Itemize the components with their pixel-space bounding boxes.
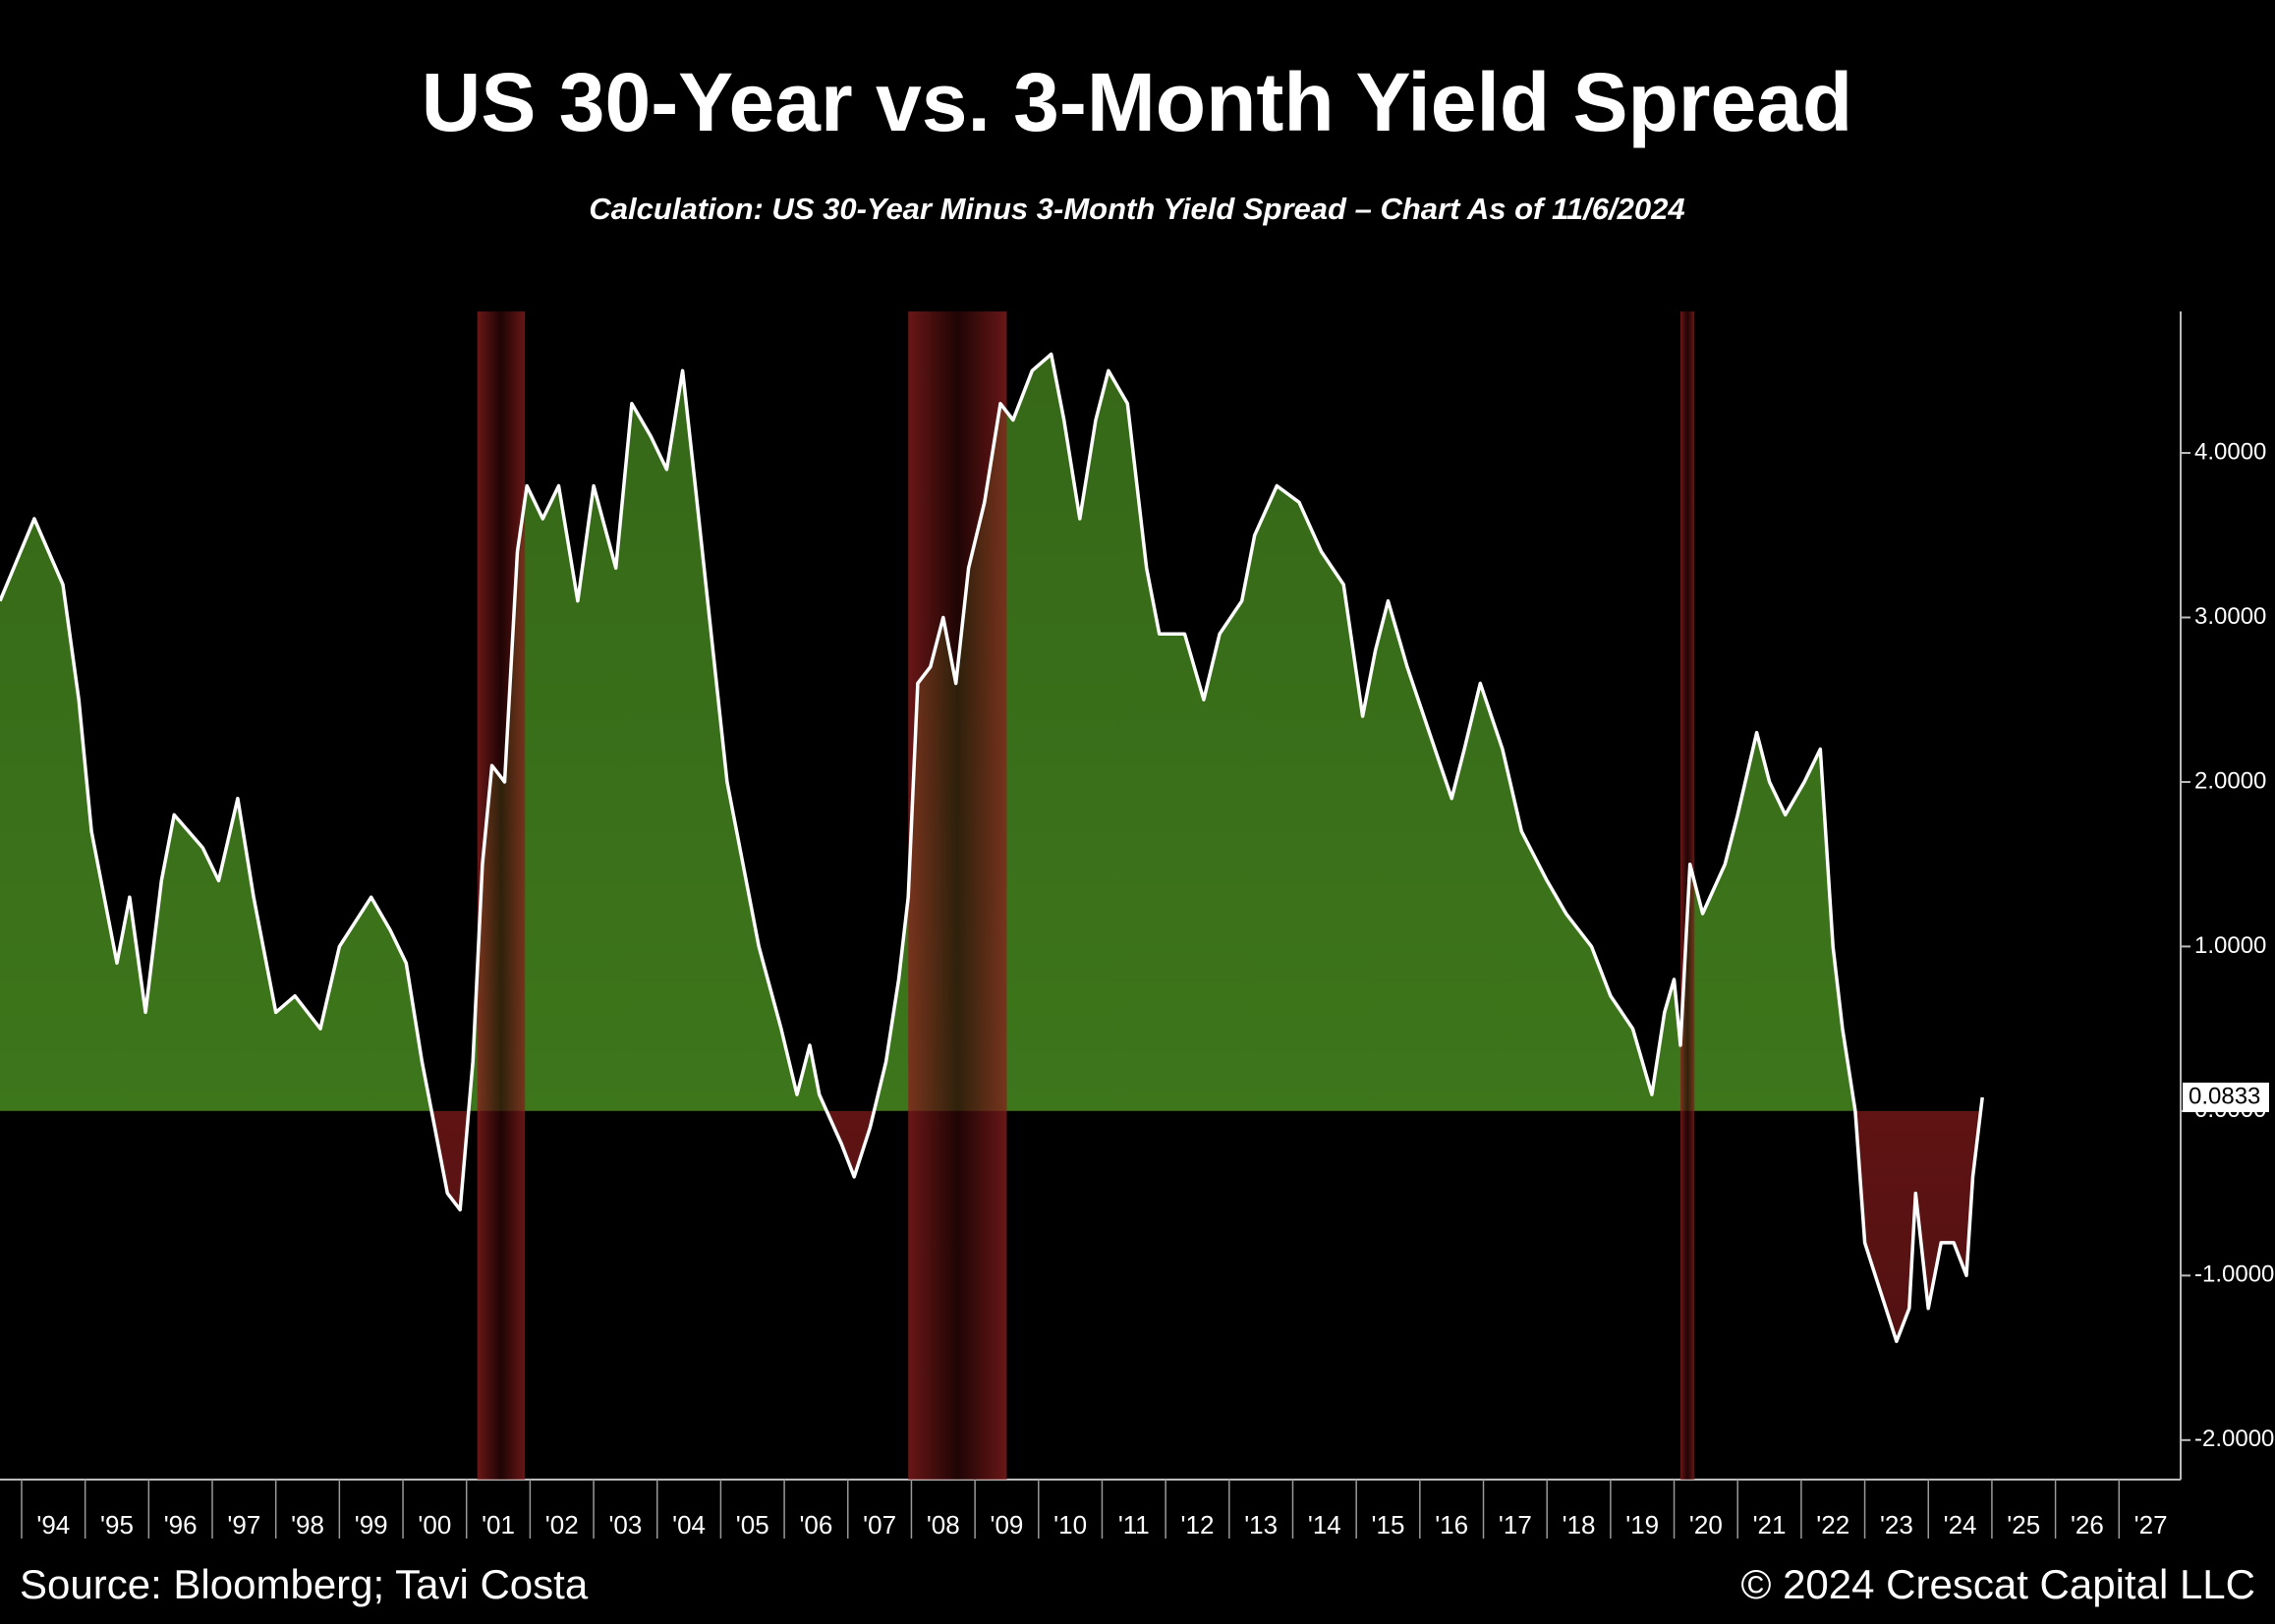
x-tick-label: '94 [36,1510,70,1540]
x-tick-label: '17 [1499,1510,1532,1540]
x-tick-label: '22 [1816,1510,1849,1540]
recession-band [908,311,1007,1480]
x-tick-label: '26 [2071,1510,2104,1540]
y-tick-label: 3.0000 [2194,603,2266,630]
x-tick-label: '98 [291,1510,324,1540]
y-tick-label: 1.0000 [2194,932,2266,959]
x-tick-label: '27 [2134,1510,2168,1540]
x-tick-label: '96 [164,1510,198,1540]
x-tick-label: '04 [672,1510,706,1540]
x-tick-label: '13 [1244,1510,1278,1540]
x-tick-label: '95 [100,1510,134,1540]
x-tick-label: '18 [1563,1510,1596,1540]
x-tick-label: '02 [545,1510,579,1540]
source-note: Source: Bloomberg; Tavi Costa [20,1561,589,1607]
x-tick-label: '14 [1308,1510,1341,1540]
chart-title: US 30-Year vs. 3-Month Yield Spread [422,56,1853,148]
last-value-box [2183,1082,2269,1112]
x-tick-label: '24 [1944,1510,1977,1540]
recession-band [477,311,526,1480]
x-tick-label: '10 [1053,1510,1087,1540]
plot-area: -2.0000-1.00000.00001.00002.00003.00004.… [0,311,2274,1540]
copyright-note: © 2024 Crescat Capital LLC [1740,1561,2255,1607]
x-tick-label: '15 [1372,1510,1405,1540]
x-tick-label: '01 [482,1510,515,1540]
x-tick-label: '05 [736,1510,769,1540]
x-tick-label: '25 [2007,1510,2040,1540]
x-tick-label: '97 [227,1510,260,1540]
y-tick-label: 2.0000 [2194,767,2266,794]
x-tick-label: '09 [991,1510,1024,1540]
y-tick-label: -2.0000 [2194,1426,2274,1452]
x-tick-label: '03 [608,1510,642,1540]
chart-subtitle: Calculation: US 30-Year Minus 3-Month Yi… [589,192,1684,226]
x-tick-label: '16 [1435,1510,1468,1540]
x-tick-label: '23 [1880,1510,1913,1540]
x-tick-label: '00 [418,1510,451,1540]
last-value-label: 0.0833 [2189,1083,2260,1109]
x-tick-label: '21 [1753,1510,1787,1540]
x-tick-label: '20 [1689,1510,1723,1540]
x-tick-label: '12 [1181,1510,1215,1540]
x-tick-label: '07 [863,1510,896,1540]
y-tick-label: 4.0000 [2194,438,2266,465]
spread-line [0,352,1984,1344]
x-tick-label: '11 [1118,1510,1150,1540]
x-tick-label: '19 [1625,1510,1659,1540]
y-tick-label: -1.0000 [2194,1261,2274,1288]
x-tick-label: '99 [355,1510,388,1540]
x-tick-label: '08 [927,1510,960,1540]
x-tick-label: '06 [799,1510,832,1540]
